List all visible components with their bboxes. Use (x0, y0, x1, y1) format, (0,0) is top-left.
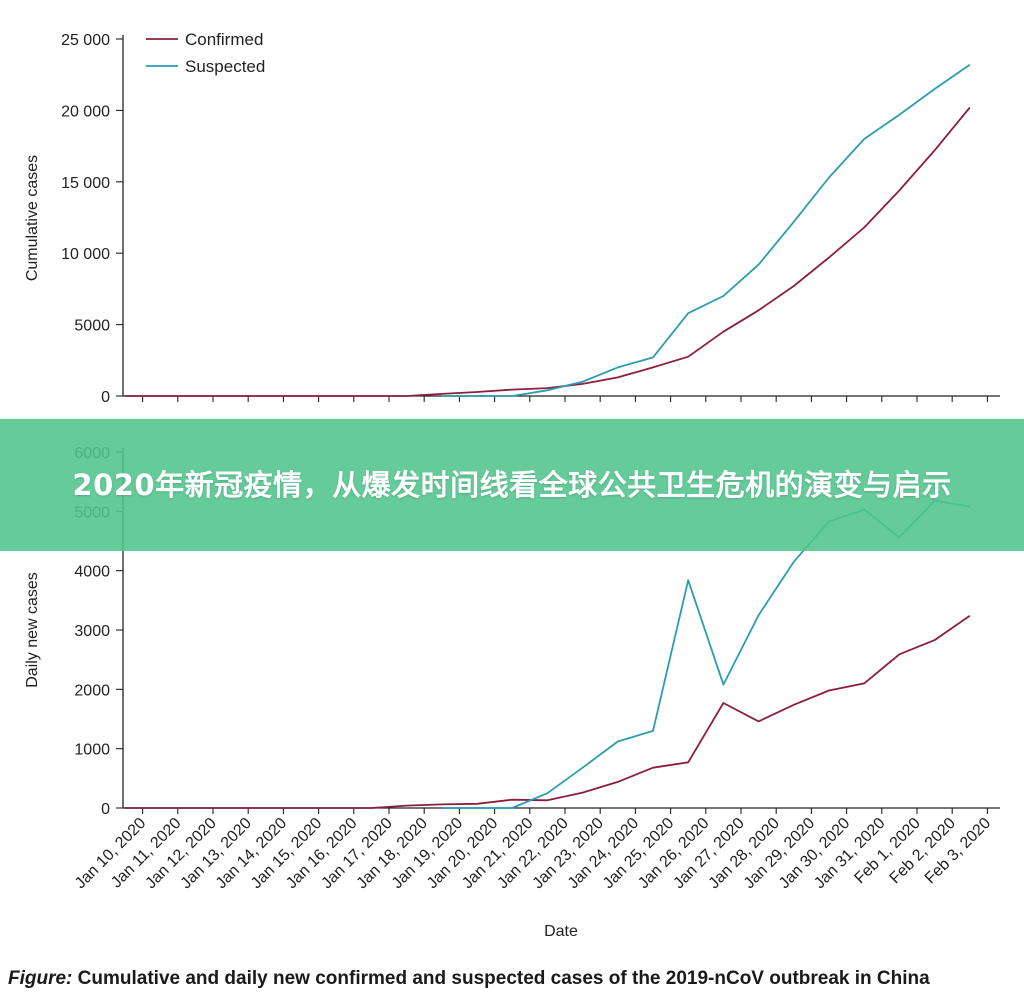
chart-panel-cumulative: 0 5000 10 000 15 000 20 000 25 000 Cumulative … (24, 30, 1000, 406)
caption-text: Cumulative and daily new confirmed and s… (77, 968, 930, 989)
series-line-confirmed (125, 615, 971, 809)
caption-lead: Figure: (8, 968, 73, 989)
y-axis-title: Cumulative cases (24, 155, 41, 281)
y-tick-label: 0 (101, 801, 110, 818)
series-line-suspected (441, 63, 971, 397)
y-tick-label: 1000 (74, 742, 110, 759)
y-tick-label: 10 000 (61, 246, 110, 263)
y-tick-label: 5000 (74, 318, 110, 335)
y-tick-label: 20 000 (61, 103, 110, 120)
series-line-confirmed (125, 106, 971, 397)
y-tick-label: 4000 (74, 564, 110, 581)
y-tick-label: 0 (101, 389, 110, 406)
title-banner: 2020年新冠疫情，从爆发时间线看全球公共卫生危机的演变与启示 (0, 419, 1024, 551)
y-tick-label: 25 000 (61, 32, 110, 49)
y-axis-title: Daily new cases (24, 572, 41, 688)
legend-label-suspected: Suspected (185, 57, 265, 76)
y-tick-label: 2000 (74, 682, 110, 699)
figure-caption: Figure: Cumulative and daily new confirm… (8, 968, 1018, 990)
banner-title: 2020年新冠疫情，从爆发时间线看全球公共卫生危机的演变与启示 (72, 468, 952, 502)
x-axis-title: Date (544, 923, 578, 940)
y-tick-label: 15 000 (61, 175, 110, 192)
y-tick-label: 3000 (74, 623, 110, 640)
legend-label-confirmed: Confirmed (185, 30, 263, 49)
